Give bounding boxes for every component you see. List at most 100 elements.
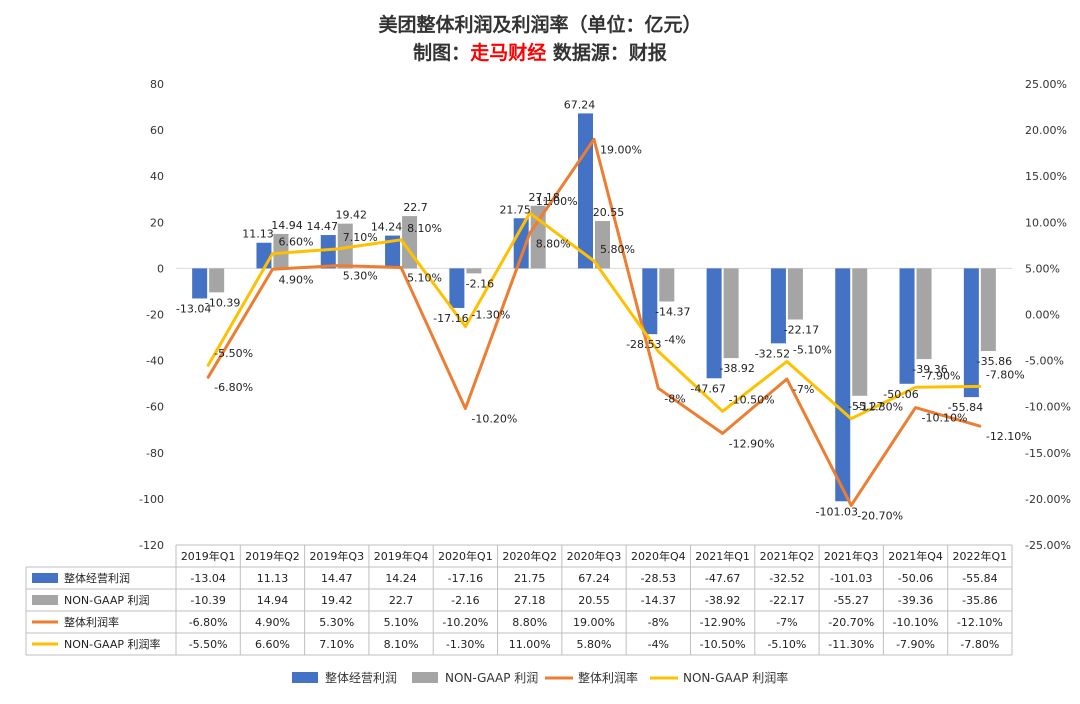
y-tick-label: 80 [150, 78, 164, 91]
chart-title: 美团整体利润及利润率（单位：亿元） [378, 13, 701, 36]
data-label-op-profit: -55.84 [948, 401, 983, 414]
y-tick-label: 0 [157, 262, 164, 275]
bar-op-profit [963, 268, 979, 398]
data-label-nongaap-margin: 11.00% [536, 195, 578, 208]
table-category: 2021年Q4 [888, 549, 943, 563]
data-label-op-profit: 67.24 [564, 98, 596, 111]
table-cell: -11.30% [828, 638, 874, 651]
data-label-nongaap-profit: 14.94 [271, 219, 303, 232]
data-label-op-profit: -47.67 [690, 382, 725, 395]
data-label-nongaap-profit: -14.37 [655, 306, 690, 319]
bar-nongaap-profit [209, 268, 225, 293]
table-cell: -10.39 [190, 594, 225, 607]
data-label-nongaap-profit: -22.17 [784, 324, 819, 337]
data-label-nongaap-profit: -2.16 [466, 277, 494, 290]
table-cell: -5.50% [189, 638, 228, 651]
table-cell: 8.10% [384, 638, 419, 651]
table-cell: 5.10% [384, 616, 419, 629]
y-tick-label: 20 [150, 216, 164, 229]
plot-area: 80 60 40 20 0 -20 -40 -60 -80 -100 -120 25.00% 20.00… [139, 78, 1071, 552]
table-cell: -13.04 [190, 572, 225, 585]
bar-op-profit [899, 268, 915, 384]
data-label-margin: 4.90% [278, 273, 313, 286]
table-category: 2020年Q1 [438, 549, 493, 563]
table-cell: -39.36 [898, 594, 933, 607]
table-cell: 6.60% [255, 638, 290, 651]
y-tick-label: -20 [146, 309, 164, 322]
data-label-nongaap-profit: -38.92 [719, 362, 754, 375]
data-label-nongaap-margin: -10.50% [729, 393, 775, 406]
y2-tick-label: 10.00% [1025, 216, 1067, 229]
data-label-op-profit: -17.16 [433, 312, 468, 325]
table-cell: 11.00% [509, 638, 551, 651]
table-cell: -35.86 [962, 594, 997, 607]
bar-op-profit [256, 242, 272, 269]
table-category: 2019年Q3 [309, 549, 364, 563]
y-tick-label: -100 [139, 493, 164, 506]
table-cell: -28.53 [641, 572, 676, 585]
subtitle-suffix: 数据源：财报 [546, 41, 667, 64]
subtitle-prefix: 制图： [413, 41, 470, 64]
data-label-margin: 19.00% [600, 143, 642, 156]
line-margin [206, 137, 982, 507]
table-cell: -55.27 [833, 594, 868, 607]
data-label-op-profit: 21.75 [499, 203, 531, 216]
y2-tick-label: -15.00% [1025, 447, 1071, 460]
data-label-nongaap-profit: 27.18 [528, 191, 560, 204]
chart-subtitle: 制图：走马财经 数据源：财报 [413, 41, 667, 64]
data-label-nongaap-margin: 5.80% [600, 243, 635, 256]
table-category: 2020年Q2 [502, 549, 557, 563]
table-cell: -12.90% [700, 616, 746, 629]
bar-op-profit [320, 235, 336, 269]
y2-tick-label: -20.00% [1025, 493, 1071, 506]
table-series-name: 整体经营利润 [64, 571, 130, 585]
y-tick-label: -60 [146, 401, 164, 414]
line-nongaap-margin [206, 211, 982, 421]
bar-nongaap-profit [659, 268, 675, 302]
bar-nongaap-profit [723, 268, 739, 359]
data-label-margin: -8% [664, 392, 685, 405]
bar-op-profit [578, 113, 593, 269]
y2-tick-label: -10.00% [1025, 401, 1071, 414]
data-label-nongaap-margin: 7.10% [343, 231, 378, 244]
table-legend-key [32, 573, 58, 583]
legend-label: NON-GAAP 利润 [445, 671, 538, 685]
table-category: 2019年Q1 [181, 549, 236, 563]
table-series-name: NON-GAAP 利润率 [64, 637, 161, 651]
data-label-margin: 8.80% [536, 237, 571, 250]
bar-op-profit [706, 268, 722, 379]
table-category: 2021年Q2 [760, 549, 815, 563]
data-label-op-profit: -101.03 [815, 505, 857, 518]
table-cell: -47.67 [705, 572, 740, 585]
data-label-nongaap-profit: 22.7 [403, 201, 428, 214]
y2-tick-label: 0.00% [1025, 309, 1060, 322]
table-cell: -5.10% [767, 638, 806, 651]
table-category: 2021年Q1 [695, 549, 750, 563]
table-category: 2019年Q4 [374, 549, 429, 563]
data-label-op-profit: 14.24 [371, 221, 403, 234]
table-cell: -14.37 [641, 594, 676, 607]
table-cell: 21.75 [514, 572, 546, 585]
data-table: 2019年Q1 2019年Q2 2019年Q3 2019年Q4 2020年Q1 2020年… [25, 544, 1013, 656]
y-tick-label: 60 [150, 124, 164, 137]
data-label-op-profit: -28.53 [626, 338, 661, 351]
table-cell: -7.80% [960, 638, 999, 651]
table-cell: -101.03 [830, 572, 872, 585]
data-label-op-profit: 14.47 [307, 220, 339, 233]
bar-nongaap-profit [787, 268, 803, 320]
table-cell: 27.18 [514, 594, 546, 607]
table-series-name: NON-GAAP 利润 [64, 593, 150, 607]
legend-label: 整体经营利润 [325, 670, 397, 685]
y-tick-label: -40 [146, 355, 164, 368]
data-label-op-profit: -13.04 [176, 302, 211, 315]
data-label-nongaap-profit: 19.42 [336, 209, 368, 222]
bar-op-profit [449, 268, 465, 308]
table-cell: -6.80% [189, 616, 228, 629]
table-category: 2020年Q3 [567, 549, 622, 563]
table-cell: 14.94 [257, 594, 289, 607]
bar-nongaap-profit [595, 221, 610, 269]
table-cell: -55.84 [962, 572, 997, 585]
bar-op-profit [835, 268, 851, 502]
data-label-nongaap-margin: 6.60% [278, 236, 313, 249]
